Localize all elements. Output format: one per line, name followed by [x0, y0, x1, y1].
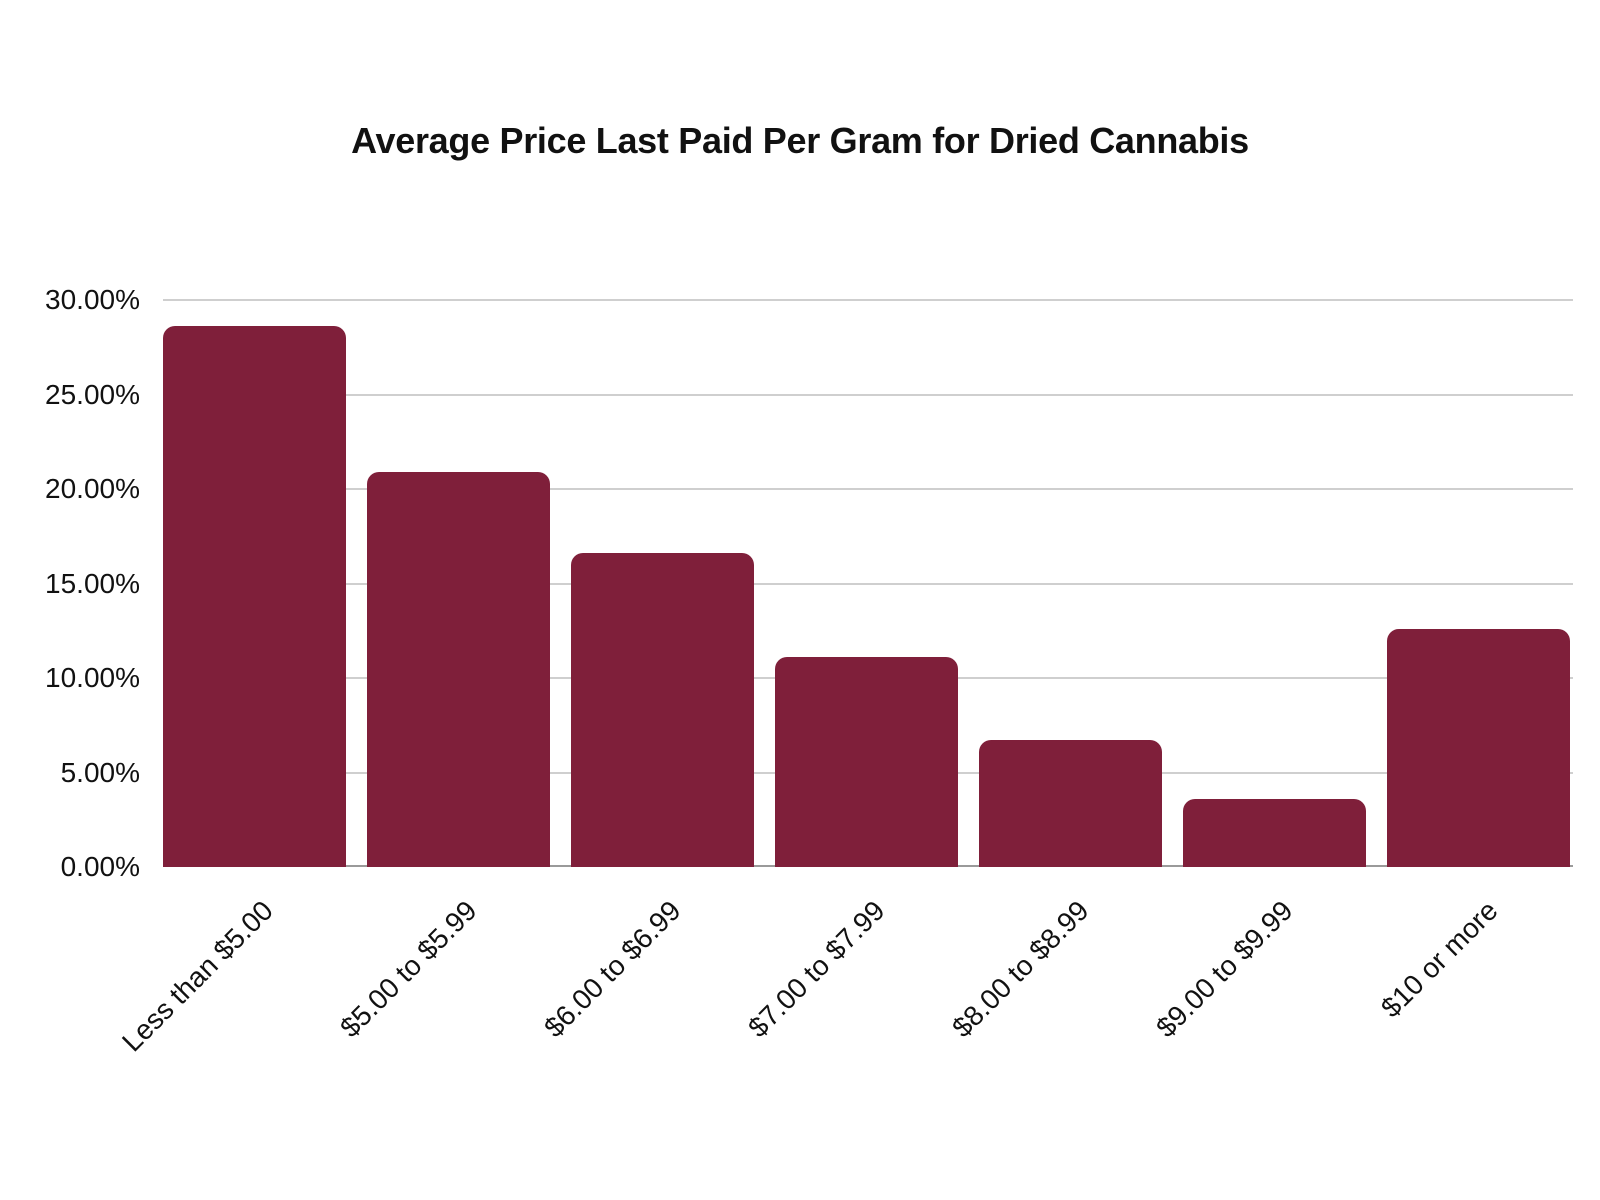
- x-tick-label: $8.00 to $8.99: [946, 894, 1096, 1044]
- x-axis-labels: Less than $5.00 $5.00 to $5.99 $6.00 to $6…: [116, 890, 1573, 1090]
- x-tick-label: Less than $5.00: [116, 894, 280, 1058]
- y-tick-label: 30.00%: [45, 284, 140, 315]
- chart-title: Average Price Last Paid Per Gram for Dri…: [351, 120, 1249, 161]
- y-tick-label: 5.00%: [60, 756, 140, 788]
- x-tick-label: $6.00 to $6.99: [538, 894, 688, 1044]
- gridline: [163, 393, 1573, 396]
- bar: [367, 472, 550, 867]
- bar: [775, 657, 958, 867]
- x-tick-label: $10 or more: [1374, 894, 1504, 1024]
- gridline: [163, 582, 1573, 585]
- bar: [979, 740, 1162, 867]
- bar: [1183, 798, 1366, 867]
- gridline: [163, 299, 1573, 301]
- y-tick-label: 15.00%: [45, 567, 140, 599]
- y-tick-label: 25.00%: [45, 378, 140, 410]
- gridline: [163, 488, 1573, 490]
- y-tick-label: 10.00%: [45, 662, 140, 693]
- y-tick-label: 0.00%: [60, 851, 140, 882]
- bar: [571, 553, 754, 867]
- x-tick-label: $5.00 to $5.99: [334, 894, 484, 1044]
- x-tick-label: $7.00 to $7.99: [742, 894, 892, 1044]
- x-tick-label: $9.00 to $9.99: [1150, 894, 1300, 1044]
- bar: [163, 326, 346, 867]
- bar: [1387, 628, 1570, 867]
- plot-area: [163, 299, 1573, 867]
- y-tick-label: 20.00%: [45, 473, 140, 504]
